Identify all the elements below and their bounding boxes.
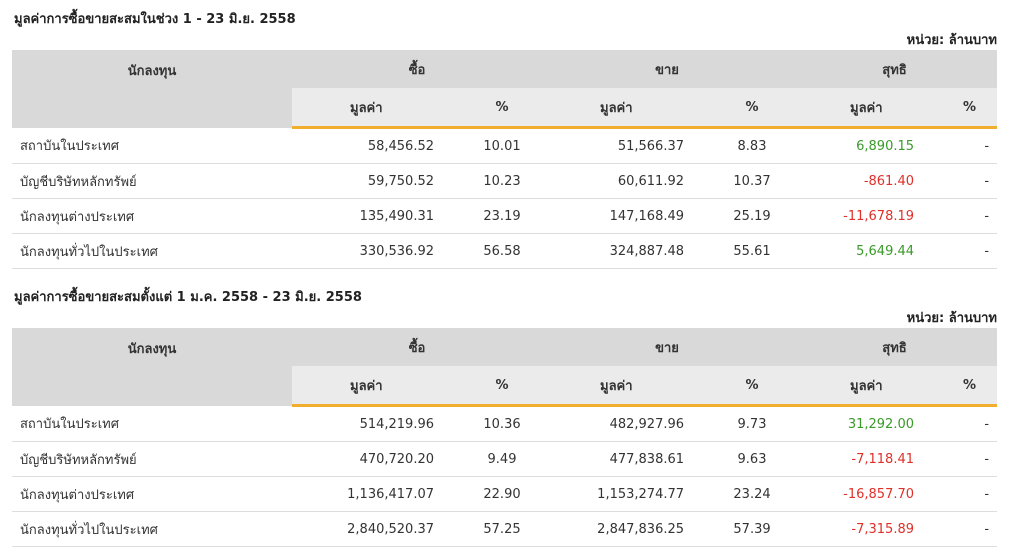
trading-summary-ytd: มูลค่าการซื้อขายสะสมตั้งแต่ 1 ม.ค. 2558 …: [12, 290, 998, 547]
net-pct-cell: -: [942, 476, 998, 512]
table-row: สถาบันในประเทศ 58,456.52 10.01 51,566.37 8.8…: [12, 127, 998, 164]
trading-summary-month: มูลค่าการซื้อขายสะสมในช่วง 1 - 23 มิ.ย. …: [12, 12, 998, 269]
buy-value-cell: 59,750.52: [292, 163, 462, 199]
trading-table: นักลงทุน ซื้อ ขาย สุทธิ มูลค่า % มูลค่า …: [12, 328, 998, 547]
net-pct-cell: -: [942, 441, 998, 477]
buy-pct-cell: 23.19: [462, 198, 543, 234]
investor-name-cell: บัญชีบริษัทหลักทรัพย์: [12, 163, 292, 199]
buy-value-cell: 470,720.20: [292, 441, 462, 477]
sell-pct-cell: 25.19: [712, 198, 793, 234]
buy-header: ซื้อ: [292, 328, 543, 366]
buy-value-cell: 330,536.92: [292, 233, 462, 269]
net-pct-cell: -: [942, 511, 998, 547]
investor-name-cell: นักลงทุนทั่วไปในประเทศ: [12, 511, 292, 547]
buy-value-cell: 514,219.96: [292, 405, 462, 442]
sell-header: ขาย: [542, 50, 793, 88]
net-pct-cell: -: [942, 198, 998, 234]
sell-pct-cell: 9.73: [712, 405, 793, 442]
sell-value-cell: 51,566.37: [542, 127, 713, 164]
sell-pct-cell: 23.24: [712, 476, 793, 512]
investor-name-cell: นักลงทุนต่างประเทศ: [12, 476, 292, 512]
table-row: นักลงทุนต่างประเทศ 135,490.31 23.19 147,168…: [12, 198, 998, 234]
net-value-cell: 31,292.00: [792, 405, 943, 442]
sell-pct-cell: 9.63: [712, 441, 793, 477]
net-pct-cell: -: [942, 127, 998, 164]
sell-value-cell: 324,887.48: [542, 233, 713, 269]
investor-name-cell: สถาบันในประเทศ: [12, 405, 292, 442]
table-row: นักลงทุนต่างประเทศ 1,136,417.07 22.90 1,153…: [12, 476, 998, 512]
table-row: บัญชีบริษัทหลักทรัพย์ 59,750.52 10.23 60,61…: [12, 163, 998, 199]
section-title: มูลค่าการซื้อขายสะสมในช่วง 1 - 23 มิ.ย. …: [14, 12, 296, 27]
sell-value-header: มูลค่า: [542, 366, 713, 407]
investor-name-cell: นักลงทุนต่างประเทศ: [12, 198, 292, 234]
buy-pct-header: %: [462, 366, 543, 407]
investor-header: นักลงทุน: [12, 328, 292, 406]
table-row: นักลงทุนทั่วไปในประเทศ 330,536.92 56.58 324…: [12, 233, 998, 269]
net-value-header: มูลค่า: [792, 88, 943, 129]
sell-pct-cell: 10.37: [712, 163, 793, 199]
sell-header: ขาย: [542, 328, 793, 366]
net-header: สุทธิ: [792, 50, 998, 88]
buy-pct-cell: 22.90: [462, 476, 543, 512]
sell-pct-cell: 57.39: [712, 511, 793, 547]
buy-value-cell: 135,490.31: [292, 198, 462, 234]
buy-pct-header: %: [462, 88, 543, 129]
buy-header: ซื้อ: [292, 50, 543, 88]
net-value-cell: -7,118.41: [792, 441, 943, 477]
table-row: สถาบันในประเทศ 514,219.96 10.36 482,927.96 9…: [12, 405, 998, 442]
investor-name-cell: สถาบันในประเทศ: [12, 127, 292, 164]
net-pct-header: %: [942, 366, 998, 407]
buy-pct-cell: 10.01: [462, 127, 543, 164]
investor-name-cell: นักลงทุนทั่วไปในประเทศ: [12, 233, 292, 269]
sell-pct-header: %: [712, 88, 793, 129]
buy-value-cell: 58,456.52: [292, 127, 462, 164]
buy-value-header: มูลค่า: [292, 366, 462, 407]
investor-header: นักลงทุน: [12, 50, 292, 128]
trading-table: นักลงทุน ซื้อ ขาย สุทธิ มูลค่า % มูลค่า …: [12, 50, 998, 269]
sell-value-cell: 477,838.61: [542, 441, 713, 477]
net-header: สุทธิ: [792, 328, 998, 366]
buy-value-cell: 2,840,520.37: [292, 511, 462, 547]
buy-pct-cell: 9.49: [462, 441, 543, 477]
section-title: มูลค่าการซื้อขายสะสมตั้งแต่ 1 ม.ค. 2558 …: [14, 290, 362, 305]
sell-pct-cell: 8.83: [712, 127, 793, 164]
net-value-cell: 6,890.15: [792, 127, 943, 164]
sell-value-header: มูลค่า: [542, 88, 713, 129]
buy-value-cell: 1,136,417.07: [292, 476, 462, 512]
sell-value-cell: 60,611.92: [542, 163, 713, 199]
net-pct-cell: -: [942, 163, 998, 199]
table-row: นักลงทุนทั่วไปในประเทศ 2,840,520.37 57.25 2…: [12, 511, 998, 547]
net-value-cell: -861.40: [792, 163, 943, 199]
table-row: บัญชีบริษัทหลักทรัพย์ 470,720.20 9.49 477,8…: [12, 441, 998, 477]
sell-value-cell: 147,168.49: [542, 198, 713, 234]
net-value-header: มูลค่า: [792, 366, 943, 407]
buy-pct-cell: 56.58: [462, 233, 543, 269]
sell-pct-cell: 55.61: [712, 233, 793, 269]
buy-pct-cell: 10.23: [462, 163, 543, 199]
sell-pct-header: %: [712, 366, 793, 407]
sell-value-cell: 1,153,274.77: [542, 476, 713, 512]
net-value-cell: 5,649.44: [792, 233, 943, 269]
unit-label: หน่วย: ล้านบาท: [906, 33, 997, 48]
net-pct-cell: -: [942, 405, 998, 442]
net-value-cell: -16,857.70: [792, 476, 943, 512]
net-value-cell: -11,678.19: [792, 198, 943, 234]
net-pct-cell: -: [942, 233, 998, 269]
net-pct-header: %: [942, 88, 998, 129]
buy-value-header: มูลค่า: [292, 88, 462, 129]
investor-name-cell: บัญชีบริษัทหลักทรัพย์: [12, 441, 292, 477]
buy-pct-cell: 57.25: [462, 511, 543, 547]
buy-pct-cell: 10.36: [462, 405, 543, 442]
unit-label: หน่วย: ล้านบาท: [906, 311, 997, 326]
sell-value-cell: 482,927.96: [542, 405, 713, 442]
sell-value-cell: 2,847,836.25: [542, 511, 713, 547]
net-value-cell: -7,315.89: [792, 511, 943, 547]
